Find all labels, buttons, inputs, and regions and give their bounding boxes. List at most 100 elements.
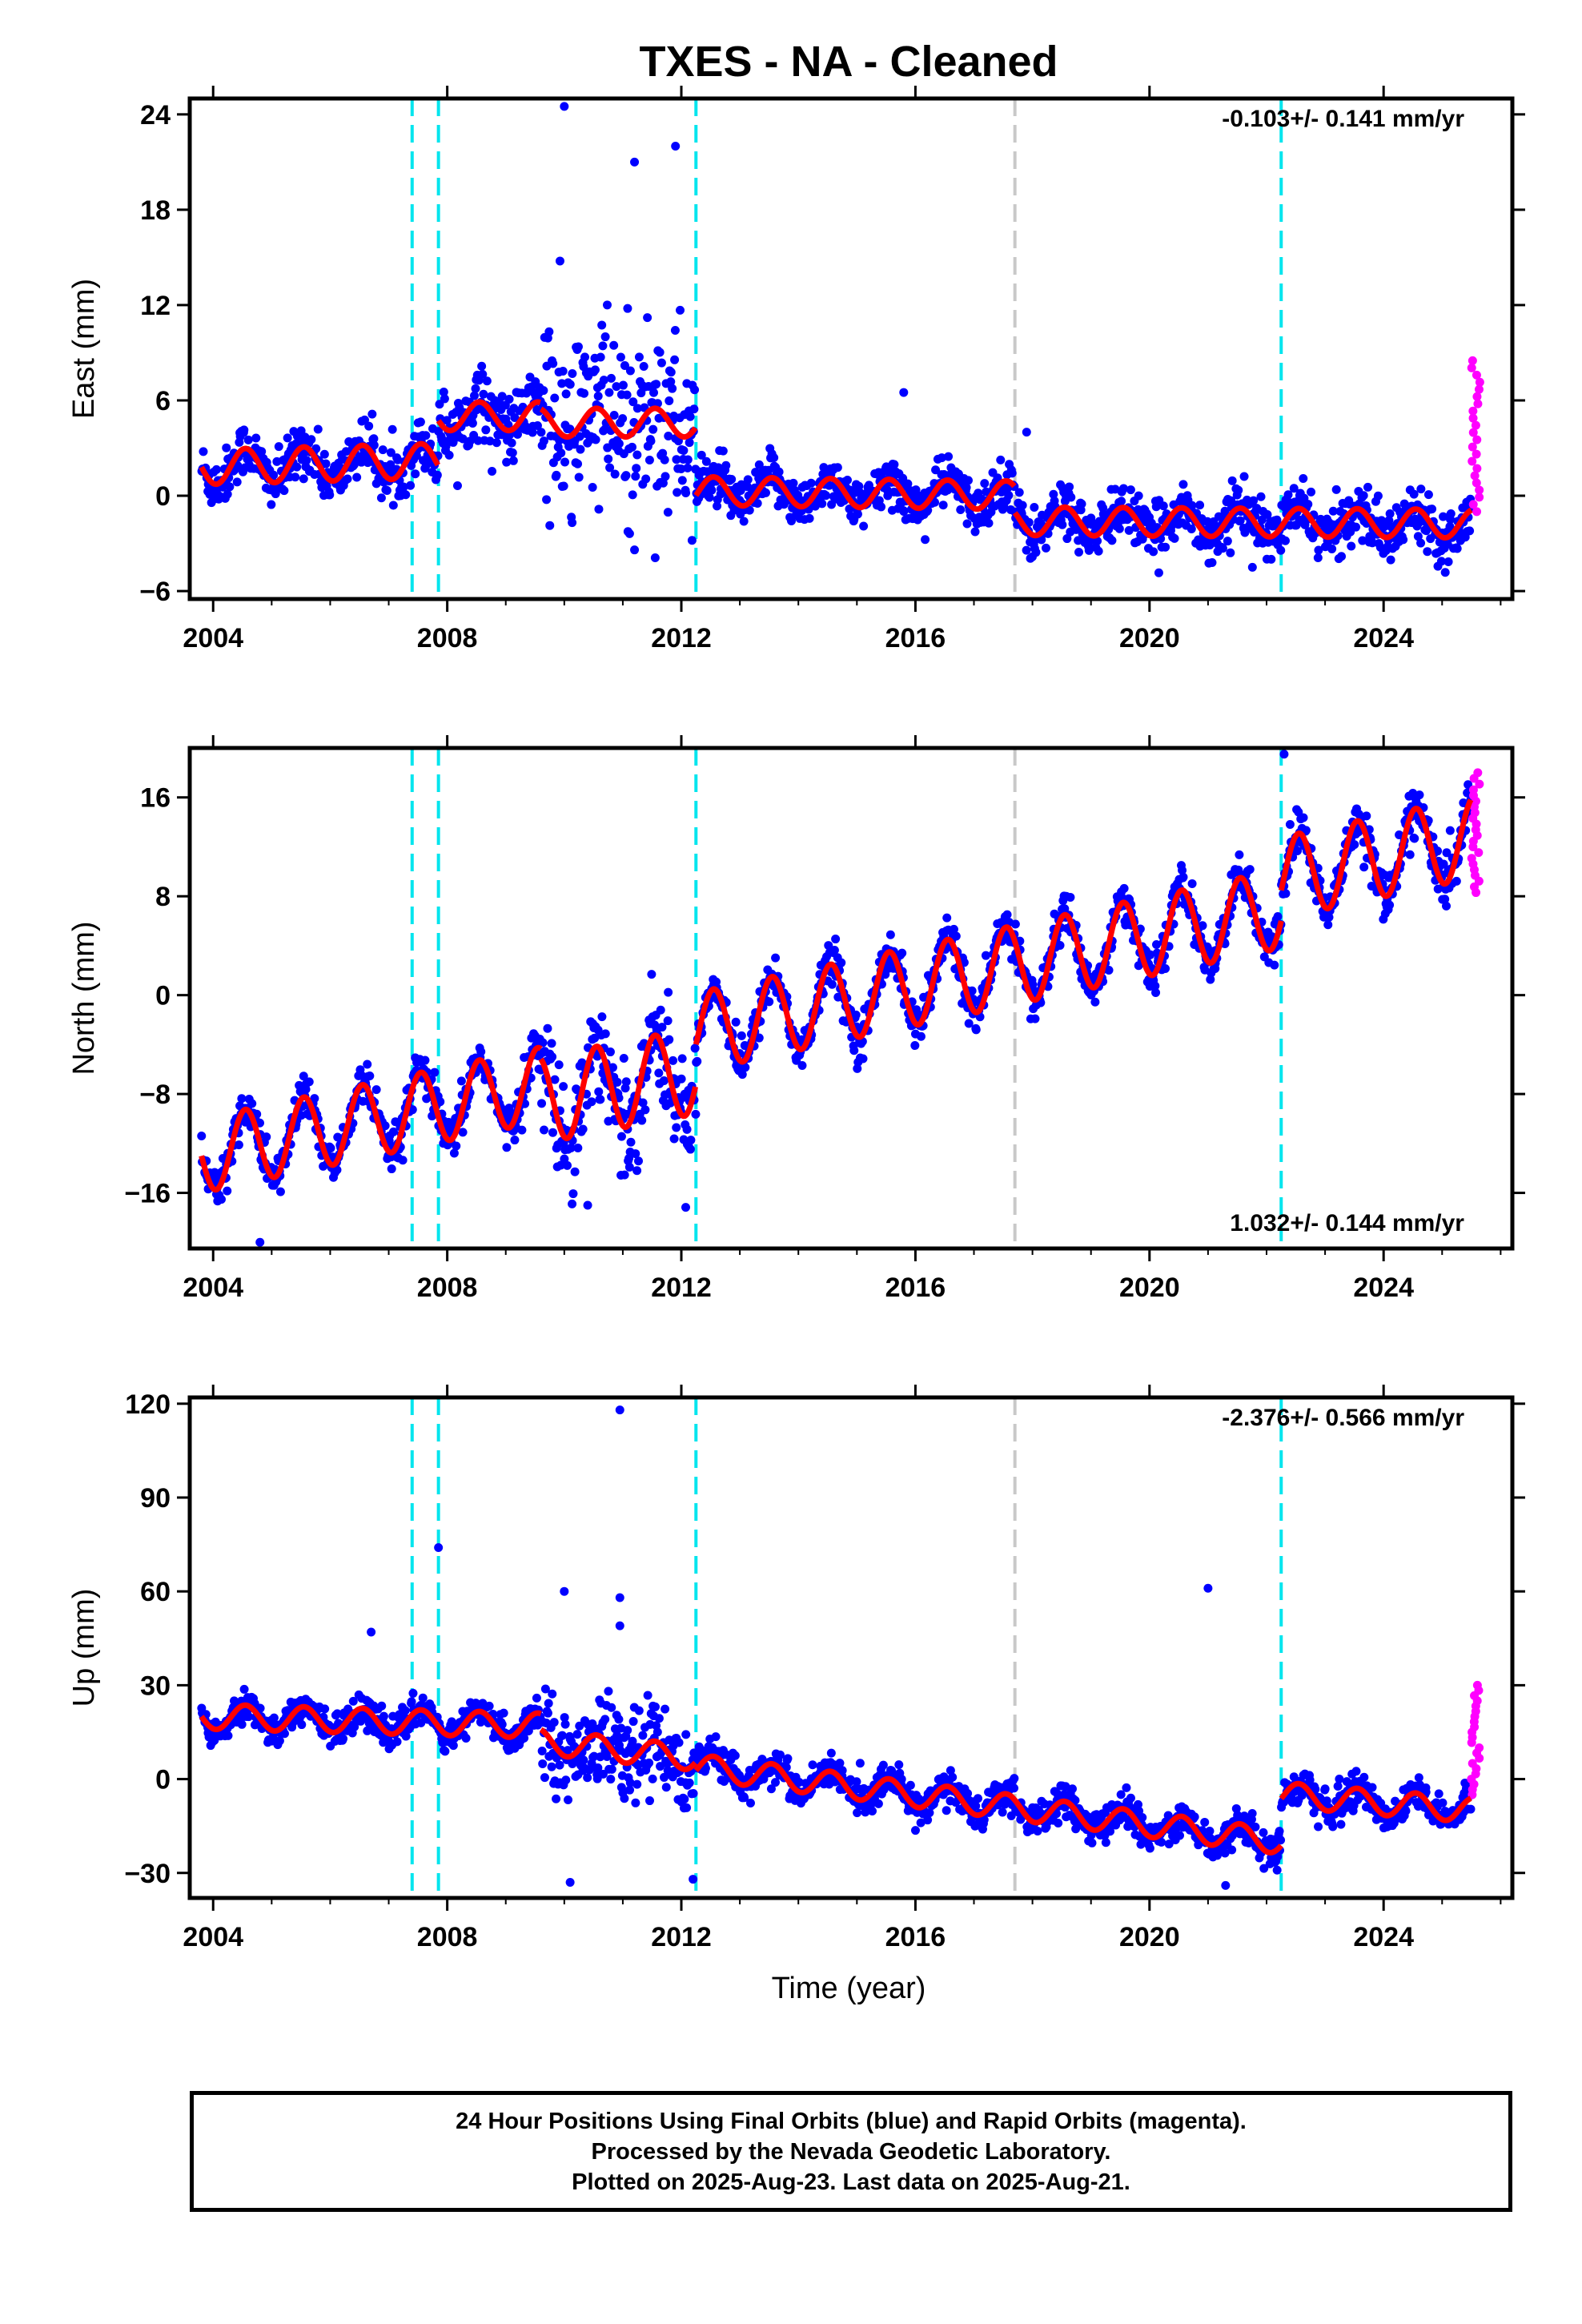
data-point <box>1423 547 1432 557</box>
data-point <box>827 979 837 989</box>
data-point <box>1445 826 1455 835</box>
data-point <box>877 502 886 512</box>
rapid-point <box>1474 848 1484 858</box>
data-point <box>1010 1783 1019 1793</box>
data-point <box>292 462 302 472</box>
data-point <box>377 1701 387 1711</box>
data-point <box>831 935 841 944</box>
data-points-up <box>197 1405 1484 1890</box>
data-point <box>1452 876 1461 886</box>
x-tick-label: 2016 <box>885 1273 946 1303</box>
x-tick-label: 2008 <box>417 623 478 653</box>
data-point <box>313 424 323 434</box>
data-point <box>669 1055 678 1065</box>
data-point <box>1206 975 1215 984</box>
data-point <box>473 436 483 445</box>
data-point <box>1024 517 1034 527</box>
data-point <box>543 1708 552 1718</box>
data-point <box>655 348 665 357</box>
outlier-point <box>560 102 569 111</box>
data-point <box>579 1755 588 1765</box>
data-point <box>580 388 589 398</box>
data-point <box>645 1796 655 1806</box>
data-point <box>609 410 619 420</box>
data-point <box>432 470 442 480</box>
data-point <box>452 1141 461 1151</box>
data-point <box>774 467 784 476</box>
y-axis-label: East (mm) <box>67 279 101 419</box>
data-point <box>563 1746 572 1755</box>
data-point <box>632 1779 642 1789</box>
data-point <box>638 1731 648 1740</box>
data-point <box>1163 1811 1173 1820</box>
data-point <box>605 463 615 472</box>
data-point <box>407 1697 416 1707</box>
data-point <box>681 488 691 497</box>
data-point <box>1415 790 1424 800</box>
data-point <box>833 463 842 472</box>
data-point <box>452 480 462 490</box>
data-point <box>339 1734 348 1743</box>
model-fit-line <box>1278 798 1474 912</box>
data-point <box>560 1713 569 1723</box>
data-point <box>923 1815 933 1825</box>
data-point <box>1124 525 1134 535</box>
data-point <box>1106 1827 1115 1836</box>
data-point <box>1066 493 1076 502</box>
data-point <box>548 359 558 368</box>
data-point <box>1117 497 1126 506</box>
data-point <box>652 1727 662 1737</box>
data-point <box>643 1691 652 1700</box>
data-point <box>1158 501 1168 511</box>
data-point <box>580 352 590 362</box>
data-point <box>568 368 577 378</box>
data-point <box>631 472 640 481</box>
data-point <box>677 1054 687 1063</box>
data-point <box>669 1134 679 1144</box>
data-point <box>1033 1826 1042 1835</box>
data-point <box>542 495 552 505</box>
data-point <box>325 490 335 500</box>
data-point <box>232 477 242 487</box>
data-point <box>668 384 677 393</box>
x-tick-label: 2016 <box>885 623 946 653</box>
data-point <box>881 970 890 979</box>
data-point <box>628 1736 637 1746</box>
data-point <box>1289 484 1299 493</box>
data-point <box>982 487 991 497</box>
data-point <box>603 443 612 452</box>
data-point <box>1116 1790 1126 1799</box>
data-point <box>1077 499 1086 509</box>
data-point <box>1207 558 1217 568</box>
y-tick-label: −8 <box>139 1080 171 1110</box>
data-point <box>1446 509 1456 518</box>
data-point <box>532 420 542 430</box>
data-point <box>910 1041 920 1051</box>
data-point <box>607 1703 616 1712</box>
data-point <box>599 376 608 385</box>
data-point <box>727 474 737 484</box>
data-point <box>644 1758 654 1767</box>
data-point <box>1436 557 1446 566</box>
data-point <box>676 305 685 315</box>
data-point <box>1272 515 1282 525</box>
data-point <box>275 1736 284 1746</box>
data-point <box>538 1038 548 1047</box>
data-point <box>1010 1774 1019 1783</box>
data-point <box>283 433 292 443</box>
data-point <box>1405 850 1415 859</box>
y-tick-label: 0 <box>155 981 171 1011</box>
data-point <box>1281 889 1291 899</box>
data-point <box>1331 485 1341 494</box>
data-point <box>721 460 731 470</box>
data-point <box>458 1128 468 1137</box>
data-point <box>593 1763 603 1773</box>
data-point <box>279 486 289 496</box>
data-point <box>681 1203 691 1212</box>
rapid-point <box>1472 435 1482 444</box>
data-point <box>648 388 658 397</box>
data-point <box>234 1140 243 1150</box>
outlier-point <box>255 1237 265 1247</box>
data-point <box>598 341 608 351</box>
